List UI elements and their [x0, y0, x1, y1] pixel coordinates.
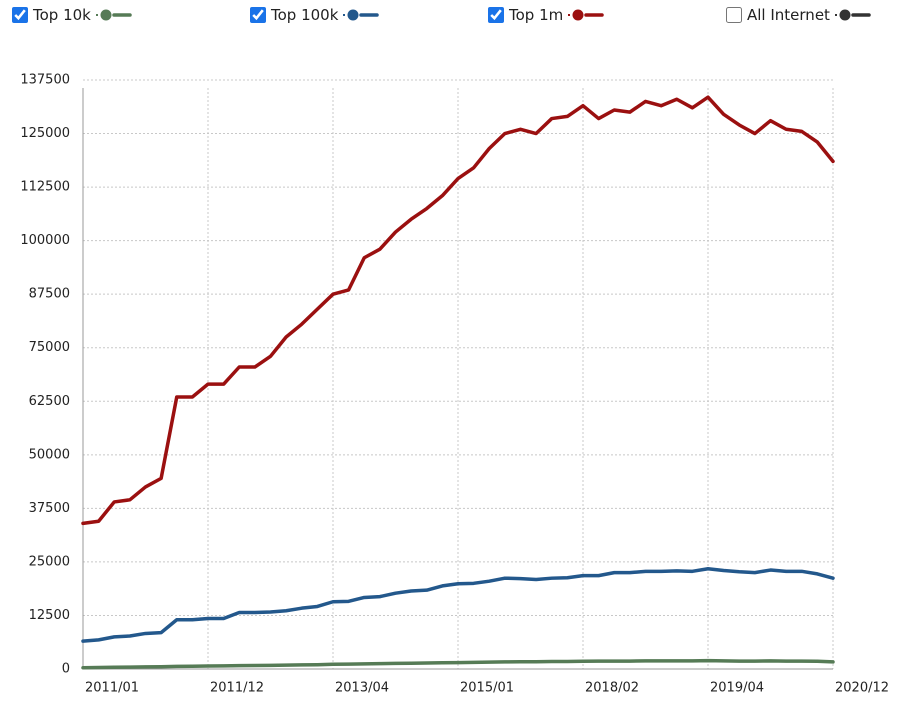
- checkbox[interactable]: [488, 7, 504, 23]
- legend-icon: [95, 9, 132, 21]
- series-line: [81, 658, 835, 670]
- x-tick-label: 2013/04: [335, 681, 389, 696]
- legend-marker: [100, 9, 112, 21]
- legend-item: Top 10k: [12, 4, 135, 26]
- y-tick-label: 50000: [29, 447, 70, 462]
- series-line: [81, 567, 835, 643]
- legend-icon: [343, 9, 380, 21]
- x-tick-label: 2015/01: [460, 681, 514, 696]
- y-tick-label: 125000: [20, 126, 70, 141]
- legend-label: Top 10k: [33, 6, 91, 24]
- x-tick-label: 2019/04: [710, 681, 764, 696]
- legend-icon: [834, 9, 871, 21]
- y-tick-label: 62500: [29, 394, 70, 409]
- legend-label: All Internet: [747, 6, 830, 24]
- x-tick-label: 2011/01: [85, 681, 139, 696]
- y-tick-label: 75000: [29, 340, 70, 355]
- legend-marker: [839, 9, 851, 21]
- legend-marker: [572, 9, 584, 21]
- y-tick-label: 87500: [29, 287, 70, 302]
- y-tick-label: 12500: [29, 608, 70, 623]
- y-tick-label: 0: [62, 662, 70, 677]
- legend-item: Top 1m: [488, 4, 607, 26]
- legend-label: Top 1m: [509, 6, 564, 24]
- legend-dot: [343, 14, 346, 16]
- legend-dot: [95, 14, 98, 16]
- checkbox[interactable]: [12, 7, 28, 23]
- legend-label: Top 100k: [271, 6, 339, 24]
- legend-item: Top 100k: [250, 4, 382, 26]
- x-tick-label: 2018/02: [585, 681, 639, 696]
- legend-item: All Internet: [726, 4, 874, 26]
- legend-dot: [834, 14, 837, 16]
- checkbox[interactable]: [250, 7, 266, 23]
- legend-marker: [347, 9, 359, 21]
- x-tick-label: 2011/12: [210, 681, 264, 696]
- checkbox[interactable]: [726, 7, 742, 23]
- y-tick-label: 25000: [29, 554, 70, 569]
- y-tick-label: 37500: [29, 501, 70, 516]
- legend-icon: [568, 9, 604, 21]
- series-line: [81, 95, 835, 526]
- y-tick-label: 112500: [20, 180, 70, 195]
- x-tick-label: 2020/12: [835, 681, 889, 696]
- y-tick-label: 137500: [20, 73, 70, 88]
- legend-dot: [568, 14, 571, 16]
- y-tick-label: 100000: [20, 233, 70, 248]
